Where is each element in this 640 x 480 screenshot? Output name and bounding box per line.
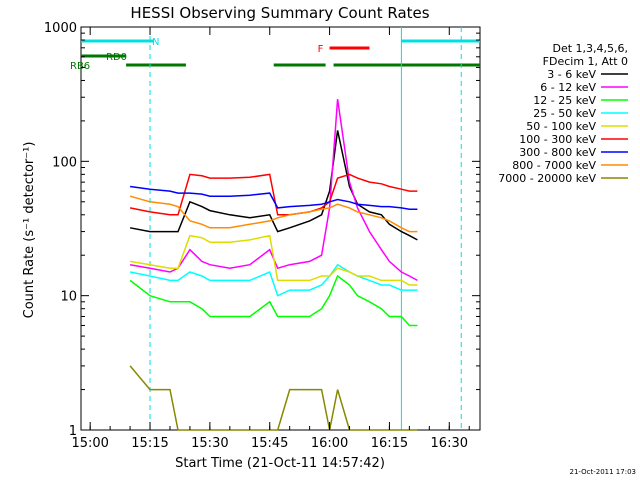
- marker-bars: N F RD0 RB6: [70, 37, 480, 72]
- x-tick-label: 15:15: [131, 436, 168, 451]
- series-line-300-800-kev: [129, 185, 418, 210]
- series-line-12-25-kev: [129, 274, 418, 327]
- legend-label: 50 - 100 keV: [526, 120, 596, 133]
- y-axis-ticks: 1 10 100 1000: [44, 21, 480, 439]
- marker-label-n: N: [152, 37, 159, 48]
- marker-label-rb6: RB6: [70, 61, 90, 72]
- plot-frame: [80, 26, 481, 431]
- legend-header: Det 1,3,4,5,6,: [552, 42, 628, 55]
- series-line-800-7000-kev: [129, 195, 418, 233]
- marker-label-rd0: RD0: [106, 52, 127, 63]
- x-tick-label: 16:00: [311, 436, 348, 451]
- y-tick-label: 100: [52, 155, 77, 170]
- y-tick-label: 1000: [44, 21, 77, 36]
- chart-title: HESSI Observing Summary Count Rates: [130, 4, 429, 22]
- series-line-7000-20000-kev: [129, 365, 418, 431]
- legend-label: 3 - 6 keV: [547, 68, 596, 81]
- data-series: [129, 99, 418, 431]
- series-line-50-100-kev: [129, 234, 418, 286]
- x-axis-label: Start Time (21-Oct-11 14:57:42): [175, 456, 385, 471]
- legend-label: 6 - 12 keV: [540, 81, 596, 94]
- legend-label: 300 - 800 keV: [519, 146, 596, 159]
- legend: Det 1,3,4,5,6,FDecim 1, Att 03 - 6 keV6 …: [498, 42, 628, 185]
- legend-label: 800 - 7000 keV: [512, 159, 596, 172]
- series-line-6-12-kev: [129, 99, 418, 282]
- series-line-25-50-kev: [129, 263, 418, 297]
- legend-label: 7000 - 20000 keV: [498, 172, 596, 185]
- x-tick-label: 16:30: [431, 436, 468, 451]
- y-tick-label: 1: [69, 424, 77, 439]
- legend-label: 12 - 25 keV: [533, 94, 596, 107]
- legend-label: 100 - 300 keV: [519, 133, 596, 146]
- x-tick-label: 16:15: [371, 436, 408, 451]
- legend-header: FDecim 1, Att 0: [543, 55, 628, 68]
- legend-label: 25 - 50 keV: [533, 107, 596, 120]
- marker-label-f: F: [318, 44, 324, 55]
- x-axis-ticks: 15:00 15:15 15:30 15:45 16:00 16:15 16:30: [71, 27, 470, 451]
- y-axis-label: Count Rate (s⁻¹ detector⁻¹): [22, 142, 37, 319]
- x-tick-label: 15:30: [191, 436, 228, 451]
- y-tick-label: 10: [60, 290, 77, 305]
- x-tick-label: 15:45: [251, 436, 288, 451]
- footer-timestamp: 21-Oct-2011 17:03: [570, 468, 636, 476]
- x-tick-label: 15:00: [71, 436, 108, 451]
- series-line-3-6-kev: [129, 130, 418, 241]
